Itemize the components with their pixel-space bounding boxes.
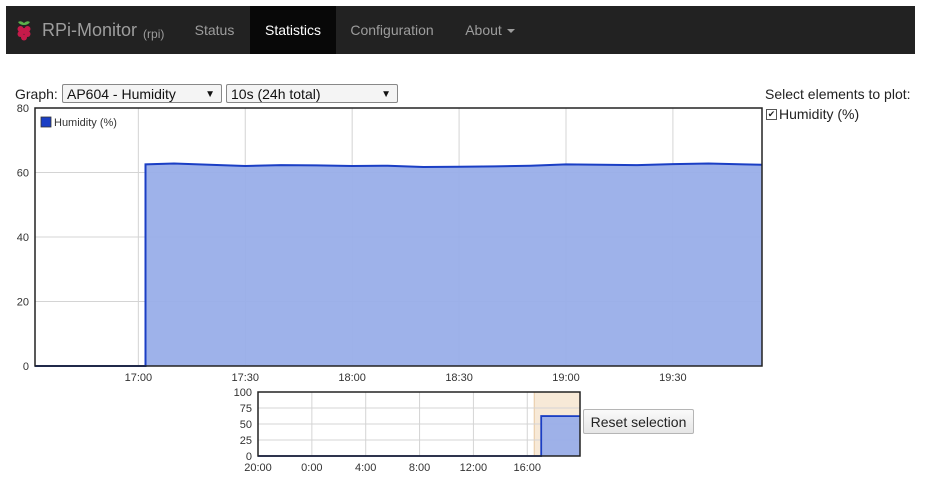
x-tick-label: 17:00 [125,372,153,384]
x-tick-label: 16:00 [514,462,542,474]
raspberry-icon [17,21,31,41]
y-tick-label: 20 [17,297,29,309]
overview-chart-border [257,391,581,457]
overview-chart-series [258,415,581,457]
overview-chart[interactable]: 0 25 50 75 100 20:00 0:00 4:00 8:00 12:00 16:00 [230,386,590,482]
x-tick-label: 19:30 [659,372,687,384]
legend-label: Humidity (%) [54,117,117,129]
main-chart-legend: Humidity (%) [39,114,121,130]
select-elements-label: Select elements to plot: [765,86,911,102]
brand-title: RPi-Monitor [42,19,138,40]
x-tick-label: 20:00 [244,462,272,474]
series-line [258,415,581,457]
main-chart-series [35,162,763,367]
y-tick-label: 80 [17,103,29,115]
navbar: RPi-Monitor (rpi) Status Statistics Conf… [6,6,915,54]
overview-chart-y-ticks: 0 25 50 75 100 [234,387,252,463]
x-tick-label: 18:30 [445,372,473,384]
overview-chart-grid [257,391,580,457]
x-tick-label: 17:30 [231,372,259,384]
graph-label: Graph: [15,86,58,102]
main-chart-y-ticks: 0 20 40 60 80 [17,103,29,373]
x-tick-label: 19:00 [552,372,580,384]
element-option[interactable]: ✔ Humidity (%) [766,106,859,122]
nav-statistics[interactable]: Statistics [250,6,336,54]
reset-selection-button[interactable]: Reset selection [583,409,694,434]
period-select[interactable]: 10s (24h total) ▼ [226,84,398,103]
main-chart-border [34,107,763,367]
nav-status[interactable]: Status [194,22,235,38]
x-tick-label: 12:00 [460,462,488,474]
y-tick-label: 100 [234,387,252,399]
caret-down-icon [506,29,515,34]
overview-chart-x-ticks: 20:00 0:00 4:00 8:00 12:00 16:00 [244,462,541,474]
nav-about[interactable]: About [454,6,526,54]
x-tick-label: 4:00 [355,462,376,474]
y-tick-label: 60 [17,168,29,180]
series-area [258,416,580,456]
nav-configuration[interactable]: Configuration [350,22,434,38]
humidity-checkbox-label: Humidity (%) [779,106,860,122]
x-tick-label: 8:00 [409,462,430,474]
series-line [35,162,763,367]
series-area [35,163,762,366]
brand-host: (rpi) [143,27,165,41]
y-tick-label: 50 [240,419,252,431]
dropdown-arrow-icon: ▼ [205,89,215,100]
x-tick-label: 18:00 [338,372,366,384]
dropdown-arrow-icon: ▼ [381,89,391,100]
x-tick-label: 0:00 [301,462,322,474]
humidity-checkbox[interactable]: ✔ [766,108,777,120]
y-tick-label: 0 [246,451,252,463]
y-tick-label: 40 [17,232,29,244]
y-tick-label: 0 [23,361,29,373]
brand[interactable]: RPi-Monitor (rpi) [14,6,164,54]
y-tick-label: 25 [240,435,252,447]
graph-select[interactable]: AP604 - Humidity ▼ [62,84,222,103]
legend-swatch [40,116,52,128]
main-chart[interactable]: 0 20 40 60 80 17:00 17:30 18:00 18:30 19:00 19:30… [0,100,770,392]
y-tick-label: 75 [240,403,252,415]
main-chart-x-ticks: 17:00 17:30 18:00 18:30 19:00 19:30 [125,372,687,384]
